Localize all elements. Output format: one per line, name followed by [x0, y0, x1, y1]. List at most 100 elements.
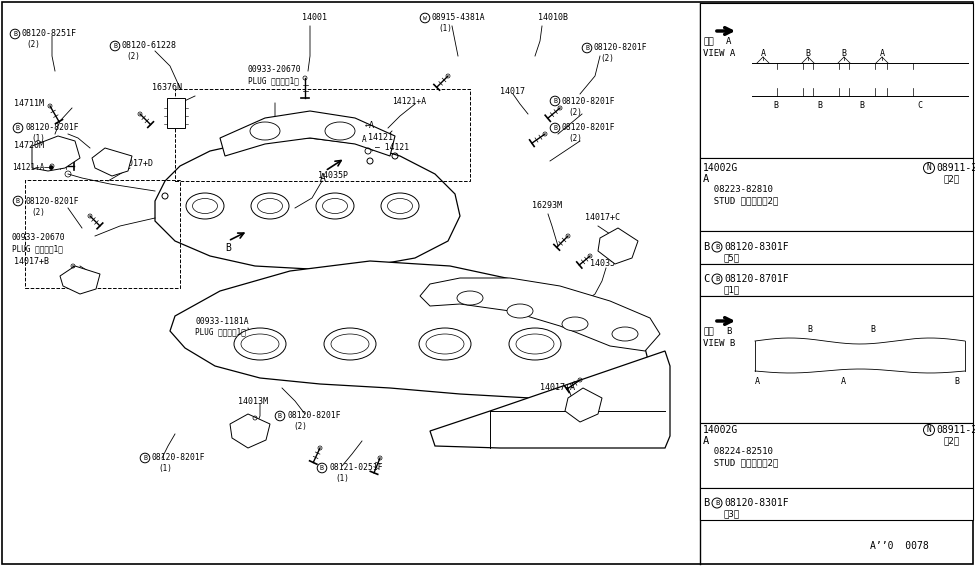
Text: 14017+D: 14017+D — [118, 160, 153, 169]
Text: A: A — [703, 436, 709, 446]
Text: STUD スタッド（2）: STUD スタッド（2） — [703, 458, 778, 468]
Bar — [25, 180, 180, 288]
Ellipse shape — [426, 334, 464, 354]
Polygon shape — [430, 351, 670, 448]
Ellipse shape — [250, 122, 280, 140]
Text: (1): (1) — [31, 135, 45, 144]
Text: 14121: 14121 — [368, 134, 393, 143]
Bar — [700, 488, 973, 520]
Text: 08120-8251F: 08120-8251F — [22, 29, 77, 38]
Text: B: B — [13, 31, 17, 37]
Ellipse shape — [381, 193, 419, 219]
Text: 14121+A: 14121+A — [392, 96, 426, 105]
Polygon shape — [32, 136, 80, 171]
Text: 08911-2081A: 08911-2081A — [936, 425, 975, 435]
Bar — [700, 3, 973, 158]
Text: C: C — [703, 274, 709, 284]
Text: STUD スタッド（2）: STUD スタッド（2） — [703, 196, 778, 205]
Text: B: B — [553, 125, 557, 131]
Text: 14711M: 14711M — [14, 100, 44, 109]
Text: B: B — [841, 49, 846, 58]
Text: PLUG プラグ（1）: PLUG プラグ（1） — [195, 328, 246, 337]
Ellipse shape — [457, 291, 483, 305]
Text: VIEW B: VIEW B — [703, 340, 735, 349]
Ellipse shape — [186, 193, 224, 219]
Text: 16376N: 16376N — [152, 84, 182, 92]
Text: B: B — [871, 324, 876, 333]
Text: B: B — [320, 465, 324, 471]
Polygon shape — [565, 388, 602, 422]
Text: 矢視: 矢視 — [703, 37, 714, 46]
Text: 08911-2081A: 08911-2081A — [936, 163, 975, 173]
Text: B: B — [860, 101, 865, 110]
Ellipse shape — [324, 328, 376, 360]
Polygon shape — [60, 266, 100, 294]
Text: W: W — [423, 15, 427, 20]
Polygon shape — [92, 148, 132, 176]
Text: （1）: （1） — [724, 285, 740, 294]
Text: 矢視: 矢視 — [703, 328, 714, 337]
Text: 14017+A: 14017+A — [540, 384, 575, 392]
Ellipse shape — [419, 328, 471, 360]
Polygon shape — [155, 138, 460, 269]
Bar — [700, 231, 973, 264]
Text: ― 14121: ― 14121 — [375, 144, 410, 152]
Text: （3）: （3） — [724, 509, 740, 518]
Ellipse shape — [387, 199, 412, 213]
Ellipse shape — [234, 328, 286, 360]
Text: A: A — [362, 135, 367, 144]
Text: B: B — [955, 378, 959, 387]
Text: B: B — [16, 125, 20, 131]
Bar — [175, 89, 470, 181]
Text: (2): (2) — [126, 53, 139, 62]
Text: (2): (2) — [568, 108, 582, 117]
Text: B: B — [143, 455, 147, 461]
Text: N: N — [926, 426, 931, 435]
Ellipse shape — [507, 304, 533, 318]
Text: 14035P: 14035P — [318, 171, 348, 181]
Text: 16293M: 16293M — [532, 201, 562, 211]
Text: 14002G: 14002G — [703, 163, 738, 173]
Text: B: B — [703, 242, 709, 252]
Ellipse shape — [323, 199, 347, 213]
Text: B: B — [703, 498, 709, 508]
Text: B: B — [113, 43, 117, 49]
Text: B: B — [715, 500, 720, 506]
Polygon shape — [420, 278, 660, 351]
Text: A: A — [726, 37, 731, 46]
Text: C: C — [917, 101, 922, 110]
Text: 08120-8701F: 08120-8701F — [724, 274, 789, 284]
Text: A: A — [840, 378, 845, 387]
Text: 。2〉: 。2〉 — [944, 436, 960, 445]
Text: (1): (1) — [438, 24, 451, 33]
Text: 08121-0251F: 08121-0251F — [329, 464, 382, 473]
Text: B: B — [585, 45, 589, 51]
Text: B: B — [225, 243, 231, 253]
Text: 08120-8301F: 08120-8301F — [724, 498, 789, 508]
Ellipse shape — [192, 199, 217, 213]
Text: 14720M: 14720M — [14, 142, 44, 151]
Text: B: B — [805, 49, 810, 58]
Text: 14121+A─●: 14121+A─● — [12, 164, 54, 173]
Bar — [700, 423, 973, 488]
Bar — [700, 264, 973, 296]
Text: B: B — [278, 413, 282, 419]
Text: 08224-82510: 08224-82510 — [703, 448, 773, 457]
Text: (2): (2) — [26, 41, 40, 49]
Polygon shape — [220, 111, 395, 156]
Text: B: B — [16, 198, 20, 204]
Text: PLUG プラグ（1）: PLUG プラグ（1） — [12, 245, 62, 254]
Text: B: B — [817, 101, 823, 110]
Text: (1): (1) — [158, 465, 172, 474]
Text: 14035: 14035 — [590, 259, 615, 268]
Ellipse shape — [562, 317, 588, 331]
Text: A: A — [755, 378, 760, 387]
Text: (2): (2) — [568, 135, 582, 144]
Text: 08120-8201F: 08120-8201F — [25, 123, 79, 132]
Text: 08915-4381A: 08915-4381A — [432, 14, 486, 23]
Text: A: A — [760, 49, 765, 58]
Text: 00933-20670: 00933-20670 — [12, 234, 65, 242]
Text: A’’0  0078: A’’0 0078 — [870, 541, 929, 551]
Ellipse shape — [516, 334, 554, 354]
Text: PLUG プラグ（1）: PLUG プラグ（1） — [248, 76, 299, 85]
